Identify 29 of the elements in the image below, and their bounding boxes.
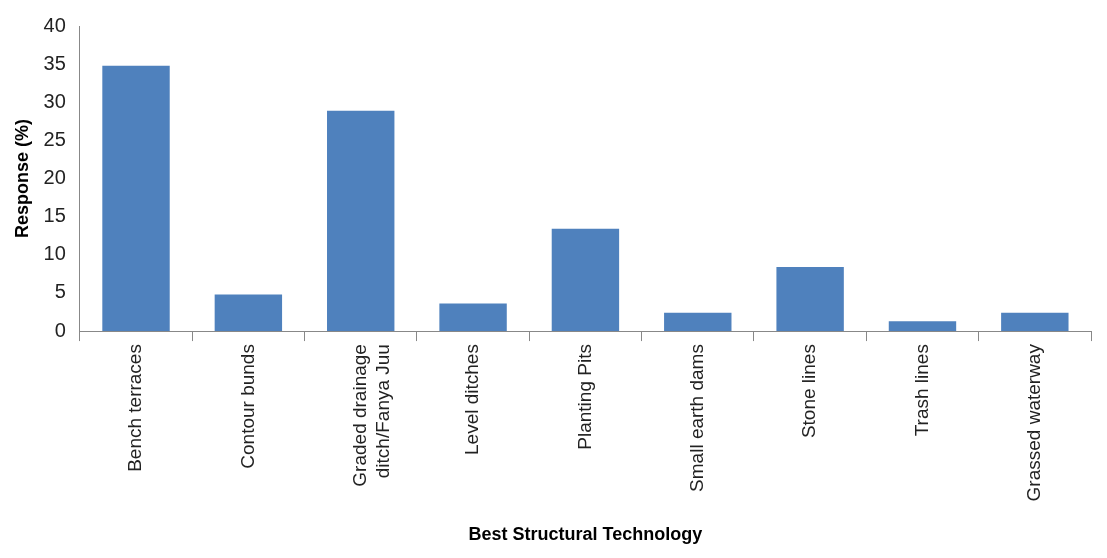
- bar: [327, 110, 395, 332]
- bar: [439, 303, 507, 332]
- y-tick-label: 0: [54, 318, 66, 341]
- y-tick-label: 20: [43, 166, 66, 189]
- y-tick-label: 35: [43, 51, 66, 74]
- bar: [776, 267, 844, 332]
- x-tick-label: Grassed waterway: [1023, 343, 1045, 502]
- bar: [664, 312, 732, 332]
- y-tick-label: 40: [43, 13, 66, 36]
- x-tick-label: Planting Pits: [573, 344, 595, 450]
- bar: [1001, 312, 1069, 332]
- x-tick-label: Level ditches: [461, 344, 483, 455]
- y-tick-label: 15: [43, 204, 66, 227]
- y-tick-label: 30: [43, 89, 66, 112]
- x-tick-label: Contour bunds: [236, 344, 258, 469]
- bar: [102, 65, 170, 332]
- y-tick-label: 5: [54, 280, 66, 303]
- x-tick-label: Trash lines: [910, 344, 932, 437]
- bar: [214, 294, 283, 332]
- x-tick-label: Bench terraces: [124, 344, 146, 472]
- x-tick-label: Graded drainage ditch/Fanya Juu: [348, 344, 393, 487]
- bar: [551, 228, 620, 332]
- x-tick-label: Small earth dams: [686, 344, 708, 492]
- y-tick-label: 25: [43, 127, 66, 150]
- y-axis-title: Response (%): [11, 119, 32, 239]
- x-axis-title: Best Structural Technology: [468, 524, 703, 545]
- y-tick-label: 10: [43, 242, 66, 265]
- x-tick-label: Stone lines: [798, 344, 820, 439]
- bar: [888, 321, 957, 332]
